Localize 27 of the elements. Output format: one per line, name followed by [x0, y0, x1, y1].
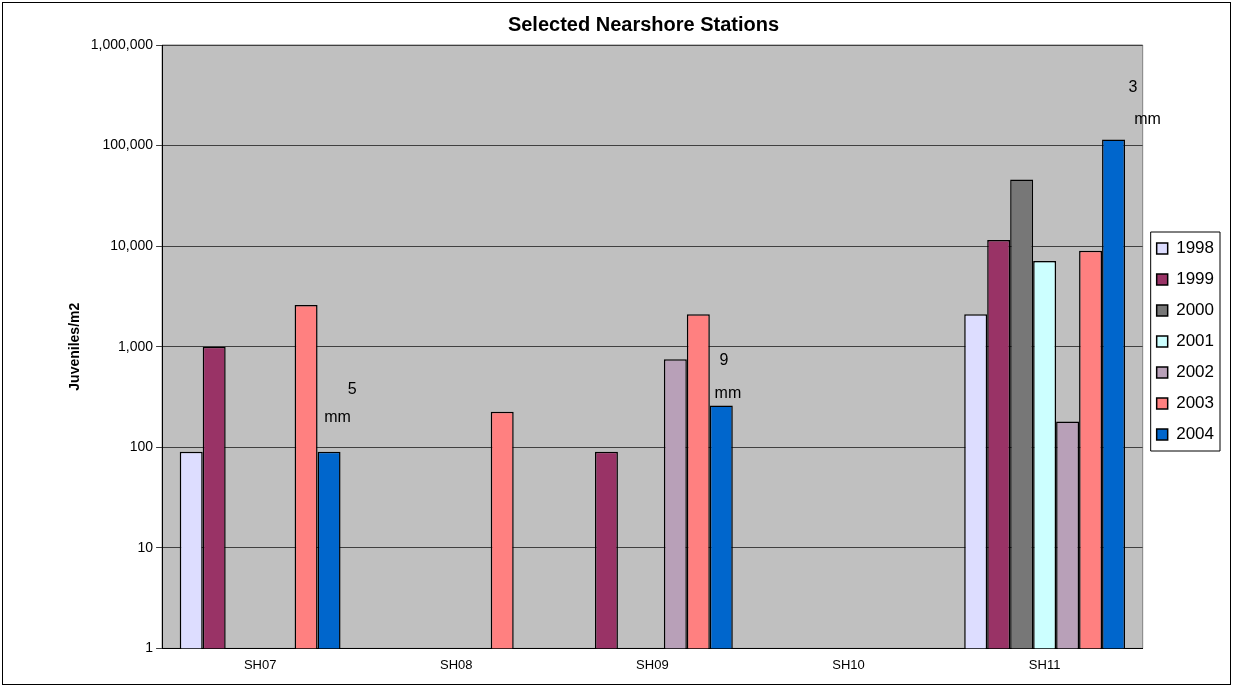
y-axis-title: Juveniles/m2	[66, 302, 83, 391]
legend-label: 2003	[1176, 393, 1215, 413]
legend-label: 1999	[1176, 269, 1215, 289]
legend-label: 2000	[1176, 300, 1215, 320]
y-tick-label: 100	[129, 438, 154, 455]
annotation: mm	[324, 407, 351, 425]
x-tick-label: SH07	[243, 656, 277, 672]
x-tick-label: SH11	[1028, 656, 1061, 672]
annotation: mm	[1134, 110, 1161, 128]
x-tick-label: SH10	[832, 656, 865, 672]
y-tick-label: 1	[145, 639, 154, 656]
annotation: 5	[347, 379, 357, 397]
y-tick-label: 1,000,000	[90, 35, 154, 52]
chart-title: Selected Nearshore Stations	[507, 12, 780, 35]
y-tick-label: 100,000	[102, 136, 154, 153]
annotation: 3	[1128, 78, 1138, 96]
annotation: mm	[714, 384, 742, 402]
legend-label: 2004	[1176, 424, 1215, 444]
legend-label: 2002	[1176, 362, 1215, 382]
legend-label: 2001	[1176, 331, 1215, 351]
annotation: 9	[719, 350, 729, 368]
y-tick-label: 10,000	[110, 236, 154, 253]
y-tick-label: 1,000	[118, 337, 154, 354]
x-tick-label: SH09	[636, 656, 669, 672]
y-tick-label: 10	[137, 538, 154, 555]
legend-label: 1998	[1176, 238, 1215, 258]
x-tick-label: SH08	[440, 656, 473, 672]
